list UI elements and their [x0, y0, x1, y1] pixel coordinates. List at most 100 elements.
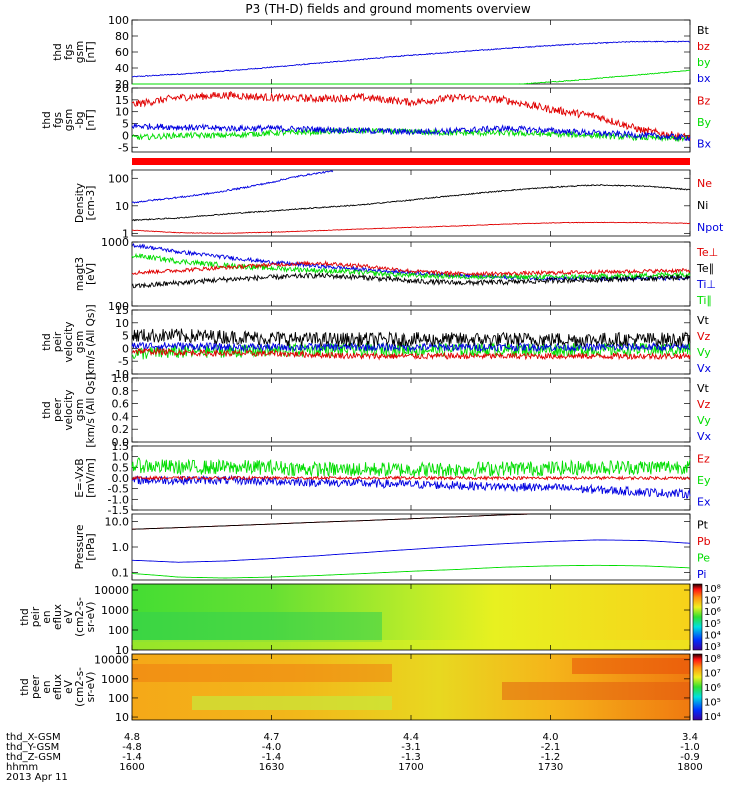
legend-entry: bx	[697, 72, 711, 85]
y-tick-label: 1.0	[112, 372, 130, 385]
spectrogram-band	[192, 696, 392, 710]
y-tick-label: 1.5	[112, 440, 130, 453]
series-fgm-By	[131, 127, 691, 143]
y-tick-label: 10	[115, 106, 129, 119]
legend-entry: Bz	[697, 95, 711, 108]
y-axis-label: velocity	[63, 389, 75, 430]
y-tick-label: 0.0	[112, 472, 130, 485]
series-peir-Vz	[131, 346, 691, 361]
y-axis-label: gsm	[74, 331, 86, 353]
colorbar-tick-label: 10⁸	[704, 584, 721, 595]
y-tick-label: 100	[108, 14, 129, 27]
y-tick-label: 1000	[101, 604, 129, 617]
x-axis-value: -1.0	[680, 742, 700, 753]
y-axis-label: fgs	[63, 44, 75, 60]
y-tick-label: 0.1	[112, 566, 130, 579]
legend-entry: Vt	[697, 314, 710, 327]
series-fgs-bx	[131, 40, 690, 78]
y-axis-label: thd	[41, 333, 53, 350]
legend-entry: Ey	[697, 474, 711, 487]
y-tick-label: 100	[108, 692, 129, 705]
series-temp-Te⊥	[131, 260, 691, 277]
y-axis-label: sr-eV)	[85, 672, 97, 703]
series-efield-Ey	[131, 457, 691, 478]
panel-density: 1 10 100 Density [cm-3] Ne Ni Npot	[74, 169, 724, 240]
x-axis-row-label: thd_X-GSM	[6, 732, 61, 743]
legend-entry: Vt	[697, 382, 710, 395]
y-axis-label: velocity	[63, 321, 75, 362]
colorbar-tick-label: 10⁴	[704, 630, 721, 641]
panel-temp: 100 1000 magt3 [eV] Te⊥ Te∥ Ti⊥ Ti∥	[74, 236, 718, 313]
legend-entry: Ti⊥	[696, 278, 716, 291]
series-temp-Ti∥	[131, 252, 691, 281]
y-axis-label: thd	[19, 608, 31, 625]
spectrogram-band	[132, 612, 382, 642]
x-axis-row-label: thd_Z-GSM	[6, 752, 61, 763]
y-axis-label: eV	[63, 609, 75, 623]
y-tick-label: -5	[118, 141, 129, 154]
y-tick-label: 100	[108, 172, 129, 185]
colorbar-tick-label: 10⁷	[704, 596, 721, 607]
y-tick-label: 10	[115, 200, 129, 213]
colorbar-tick-label: 10⁶	[704, 607, 721, 618]
legend-entry: Vx	[697, 430, 712, 443]
y-tick-label: 10000	[94, 584, 129, 597]
panel-peer: 0.00.20.40.60.81.0 thd peer velocity gsm [km/…	[41, 372, 712, 449]
plot-title: P3 (TH-D) fields and ground moments over…	[245, 2, 530, 16]
y-tick-label: 20	[115, 82, 129, 95]
x-axis-value: 4.0	[543, 732, 559, 743]
legend-entry: Ti∥	[696, 294, 712, 307]
colorbar-tick-label: 10⁶	[704, 683, 721, 694]
y-axis-label: [eV]	[85, 263, 97, 285]
y-tick-label: 0	[122, 342, 129, 355]
legend-entry: Te∥	[696, 262, 714, 275]
x-axis-value: 4.4	[403, 732, 419, 743]
y-tick-label: 1.0	[112, 541, 130, 554]
x-axis-value: 1600	[119, 762, 144, 773]
legend-entry: Vz	[697, 330, 711, 343]
panel-frame	[131, 377, 691, 443]
y-tick-label: 10	[115, 711, 129, 724]
y-tick-label: 1000	[101, 673, 129, 686]
y-tick-label: 0.0	[112, 436, 130, 449]
legend-entry: Ni	[697, 199, 708, 212]
y-tick-label: 20	[115, 78, 129, 91]
y-axis-label: Density	[74, 183, 86, 223]
y-tick-label: 10	[115, 317, 129, 330]
y-axis-label: peir	[30, 606, 42, 627]
y-axis-label: en	[41, 610, 53, 623]
y-tick-label: 15	[115, 94, 129, 107]
y-tick-label: 0.4	[112, 410, 130, 423]
panel-pressure: 0.1 1.0 10.0 Pressure [nPa] Pt Pb Pe Pi	[74, 513, 711, 581]
y-axis-label: en	[41, 680, 53, 693]
legend-entry: Bt	[697, 24, 710, 37]
x-axis-value: -1.4	[122, 752, 142, 763]
y-axis-label: gsm	[74, 41, 86, 63]
y-tick-label: 0	[122, 129, 129, 142]
y-axis-label: Pressure	[74, 525, 86, 570]
series-efield-Ez	[131, 475, 691, 481]
y-axis-label: [nT]	[85, 41, 97, 62]
y-tick-label: 5	[122, 118, 129, 131]
y-tick-label: 100	[108, 624, 129, 637]
y-tick-label: 15	[115, 304, 129, 317]
y-tick-label: 100	[108, 300, 129, 313]
x-axis-value: -2.1	[541, 742, 561, 753]
y-tick-label: 5	[122, 330, 129, 343]
y-tick-label: 80	[115, 30, 129, 43]
x-axis-value: 1730	[538, 762, 563, 773]
legend-entry: bz	[697, 40, 710, 53]
y-tick-label: 0.8	[112, 385, 130, 398]
y-axis-label: thd	[19, 678, 31, 695]
y-axis-label: gsm	[63, 109, 75, 131]
y-axis-label: fgs	[52, 112, 64, 128]
y-tick-label: 1000	[101, 236, 129, 249]
colorbar-tick-label: 10⁸	[704, 654, 721, 665]
legend-entry: Vx	[697, 362, 712, 375]
colorbar-tick-label: 10³	[704, 642, 721, 653]
x-axis-rows: thd_X-GSM 4.8 4.7 4.4 4.0 3.4 thd_Y-GSM -4.8 -4.…	[6, 732, 703, 783]
series-temp-Te∥	[131, 272, 691, 289]
